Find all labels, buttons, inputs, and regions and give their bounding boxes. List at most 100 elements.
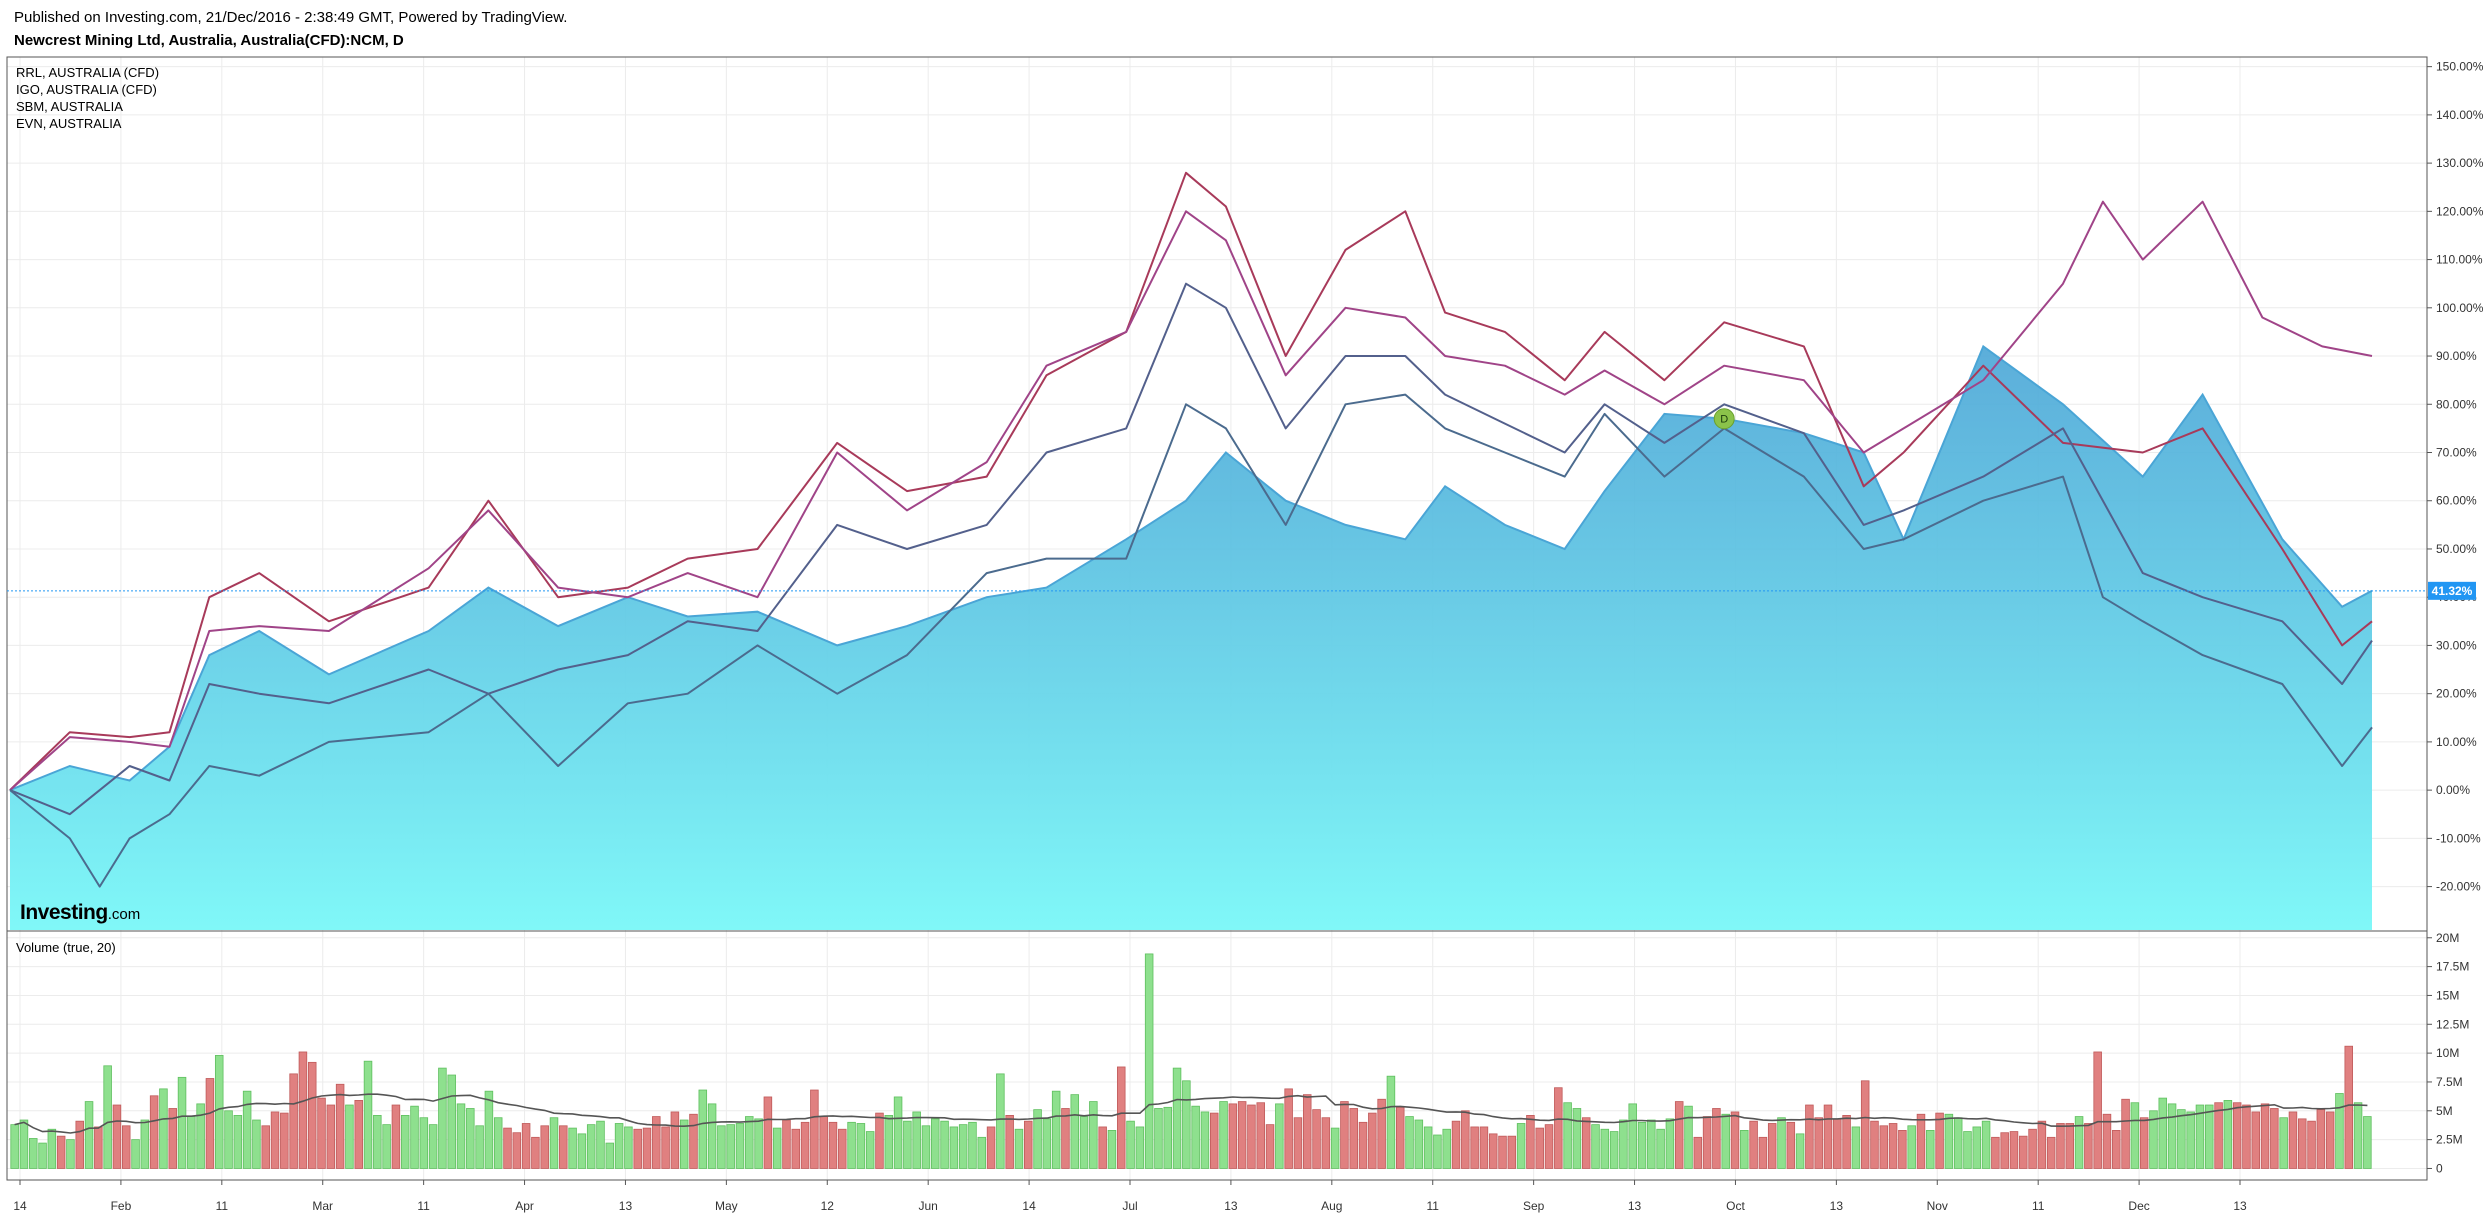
volume-bar [2344,1045,2354,1169]
y-tick-label: 80.00% [2436,397,2477,411]
x-tick-label: Oct [1726,1199,1745,1213]
volume-bar [1600,1128,1610,1169]
volume-bar [1609,1131,1619,1169]
volume-bar [1879,1125,1889,1169]
volume-bar [1433,1134,1442,1169]
volume-bar [772,1127,782,1169]
y-tick-label: 90.00% [2436,349,2477,363]
x-tick-label: 13 [1224,1199,1238,1213]
x-tick-label: Jun [919,1199,938,1213]
volume-bar [1749,1120,1758,1169]
volume-bar [475,1125,484,1169]
volume-bar [986,1126,996,1169]
volume-bar [1637,1121,1647,1169]
y-tick-label: 10.00% [2436,735,2477,749]
volume-bar [893,1096,903,1169]
volume-bar [1535,1127,1544,1169]
volume-bar [1451,1120,1461,1169]
volume-bar [187,1116,196,1169]
volume-bar [1581,1117,1591,1169]
x-tick-label: Feb [111,1199,132,1213]
volume-bar [735,1123,745,1169]
volume-bar [1321,1117,1331,1169]
y-tick-label: 0.00% [2436,783,2470,797]
volume-bar [1572,1108,1582,1169]
volume-bar [2195,1104,2205,1169]
volume-bar [1842,1115,1851,1169]
volume-y-tick-label: 20M [2436,931,2459,945]
volume-bar [484,1090,494,1169]
volume-bar [1247,1104,1256,1169]
volume-bar [1786,1121,1796,1169]
volume-bar [1293,1117,1303,1169]
volume-bar [661,1126,670,1169]
volume-bar [1144,953,1154,1169]
y-tick-label: 70.00% [2436,446,2477,460]
volume-bar [1972,1126,1982,1169]
volume-bar [242,1090,252,1169]
price-area-series [9,344,2373,930]
volume-bar [1228,1103,1238,1169]
volume-bar [131,1139,140,1169]
volume-bar [2065,1123,2075,1169]
y-tick-label: 110.00% [2436,253,2483,267]
volume-bar [968,1121,977,1169]
volume-bar [2084,1123,2093,1169]
volume-bar [233,1115,243,1169]
volume-bar [159,1088,168,1169]
volume-bar [1284,1088,1293,1169]
volume-bar [205,1078,215,1169]
x-tick-label: Apr [515,1199,534,1213]
volume-bar [382,1124,391,1169]
volume-bar [326,1104,336,1169]
volume-bar [1507,1135,1517,1169]
volume-bar [726,1124,735,1169]
volume-bar [2325,1111,2335,1169]
volume-bar [838,1128,847,1169]
volume-bar [66,1139,75,1169]
volume-bar [121,1125,131,1169]
volume-bar [1684,1105,1693,1169]
volume-bar [261,1125,270,1169]
volume-bar [865,1131,875,1169]
volume-bar [1795,1133,1805,1169]
volume-bar [2009,1131,2019,1169]
volume-bar [958,1124,968,1169]
volume-bar [1442,1128,1451,1169]
volume-bar [224,1110,233,1169]
volume-bar [298,1051,308,1169]
volume-bar [931,1118,940,1169]
evn-line [9,393,2373,888]
volume-bar [1628,1103,1637,1169]
volume-bar [763,1096,773,1169]
volume-bar [977,1136,987,1169]
volume-bar [642,1127,652,1169]
volume-bar [1079,1116,1089,1169]
volume-bar [940,1120,949,1169]
volume-bar [996,1073,1005,1169]
volume-bar [1916,1113,1926,1169]
volume-bar [2242,1104,2251,1169]
volume-bar [2177,1109,2186,1169]
price-area-line [9,344,2373,792]
investing-logo: Investing.com [20,901,140,925]
volume-bar [2260,1103,2270,1169]
volume-bar [847,1121,856,1169]
volume-bar [624,1126,633,1169]
volume-bar [28,1138,38,1169]
volume-bar [410,1105,419,1169]
volume-bar [717,1125,726,1169]
volume-bar [903,1120,912,1169]
volume-bar [2056,1123,2065,1169]
volume-bar [2223,1100,2233,1169]
igo-line [9,200,2373,791]
volume-bar [1721,1113,1730,1169]
x-tick-label: Dec [2128,1199,2149,1213]
volume-bar [1656,1128,1665,1169]
volume-bar [1470,1126,1479,1169]
volume-bar [47,1128,57,1169]
volume-bar [1107,1130,1117,1169]
y-tick-label: 150.00% [2436,60,2484,74]
volume-bar [884,1115,894,1169]
